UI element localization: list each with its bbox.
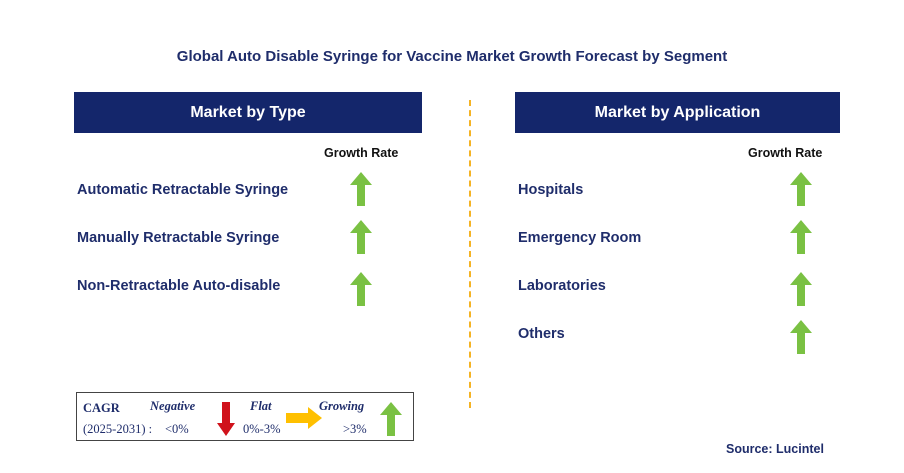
application-segment-label: Hospitals [518, 182, 584, 198]
legend-growing-value: >3% [343, 422, 367, 436]
chart-title: Global Auto Disable Syringe for Vaccine … [176, 48, 728, 65]
growing-arrow-icon [350, 220, 372, 254]
yellow-right-arrow-icon [286, 407, 322, 429]
type-panel-header: Market by Type [74, 92, 422, 133]
legend-period-label: (2025-2031) : [83, 422, 153, 436]
growing-arrow-icon [350, 272, 372, 306]
legend-flat-value: 0%-3% [243, 422, 281, 436]
type-segment-label: Manually Retractable Syringe [77, 230, 280, 246]
growing-arrow-icon [790, 272, 812, 306]
red-down-arrow-icon [217, 402, 235, 436]
growing-arrow-icon [790, 172, 812, 206]
application-panel-header: Market by Application [515, 92, 840, 133]
type-segment-label: Non-Retractable Auto-disable [77, 278, 281, 294]
legend-cagr-label: CAGR [83, 401, 120, 415]
growing-arrow-icon [790, 220, 812, 254]
legend-negative-value: <0% [165, 422, 189, 436]
type-segment-label: Automatic Retractable Syringe [77, 182, 289, 198]
type-growth-rate-label: Growth Rate [324, 146, 399, 160]
application-growth-rate-label: Growth Rate [748, 146, 823, 160]
legend-flat-label: Flat [250, 399, 272, 413]
legend-growing-label: Growing [319, 399, 365, 413]
source-credit: Source: Lucintel [726, 442, 824, 456]
application-segment-label: Laboratories [518, 278, 606, 294]
application-segment-label: Emergency Room [518, 230, 642, 246]
legend-negative-label: Negative [150, 399, 196, 413]
application-segment-label: Others [518, 326, 565, 342]
panel-divider [469, 100, 471, 408]
growing-arrow-icon [790, 320, 812, 354]
cagr-legend: CAGR (2025-2031) : Negative <0% Flat 0%-… [76, 392, 414, 441]
growing-arrow-icon [350, 172, 372, 206]
green-up-arrow-icon [380, 402, 402, 436]
